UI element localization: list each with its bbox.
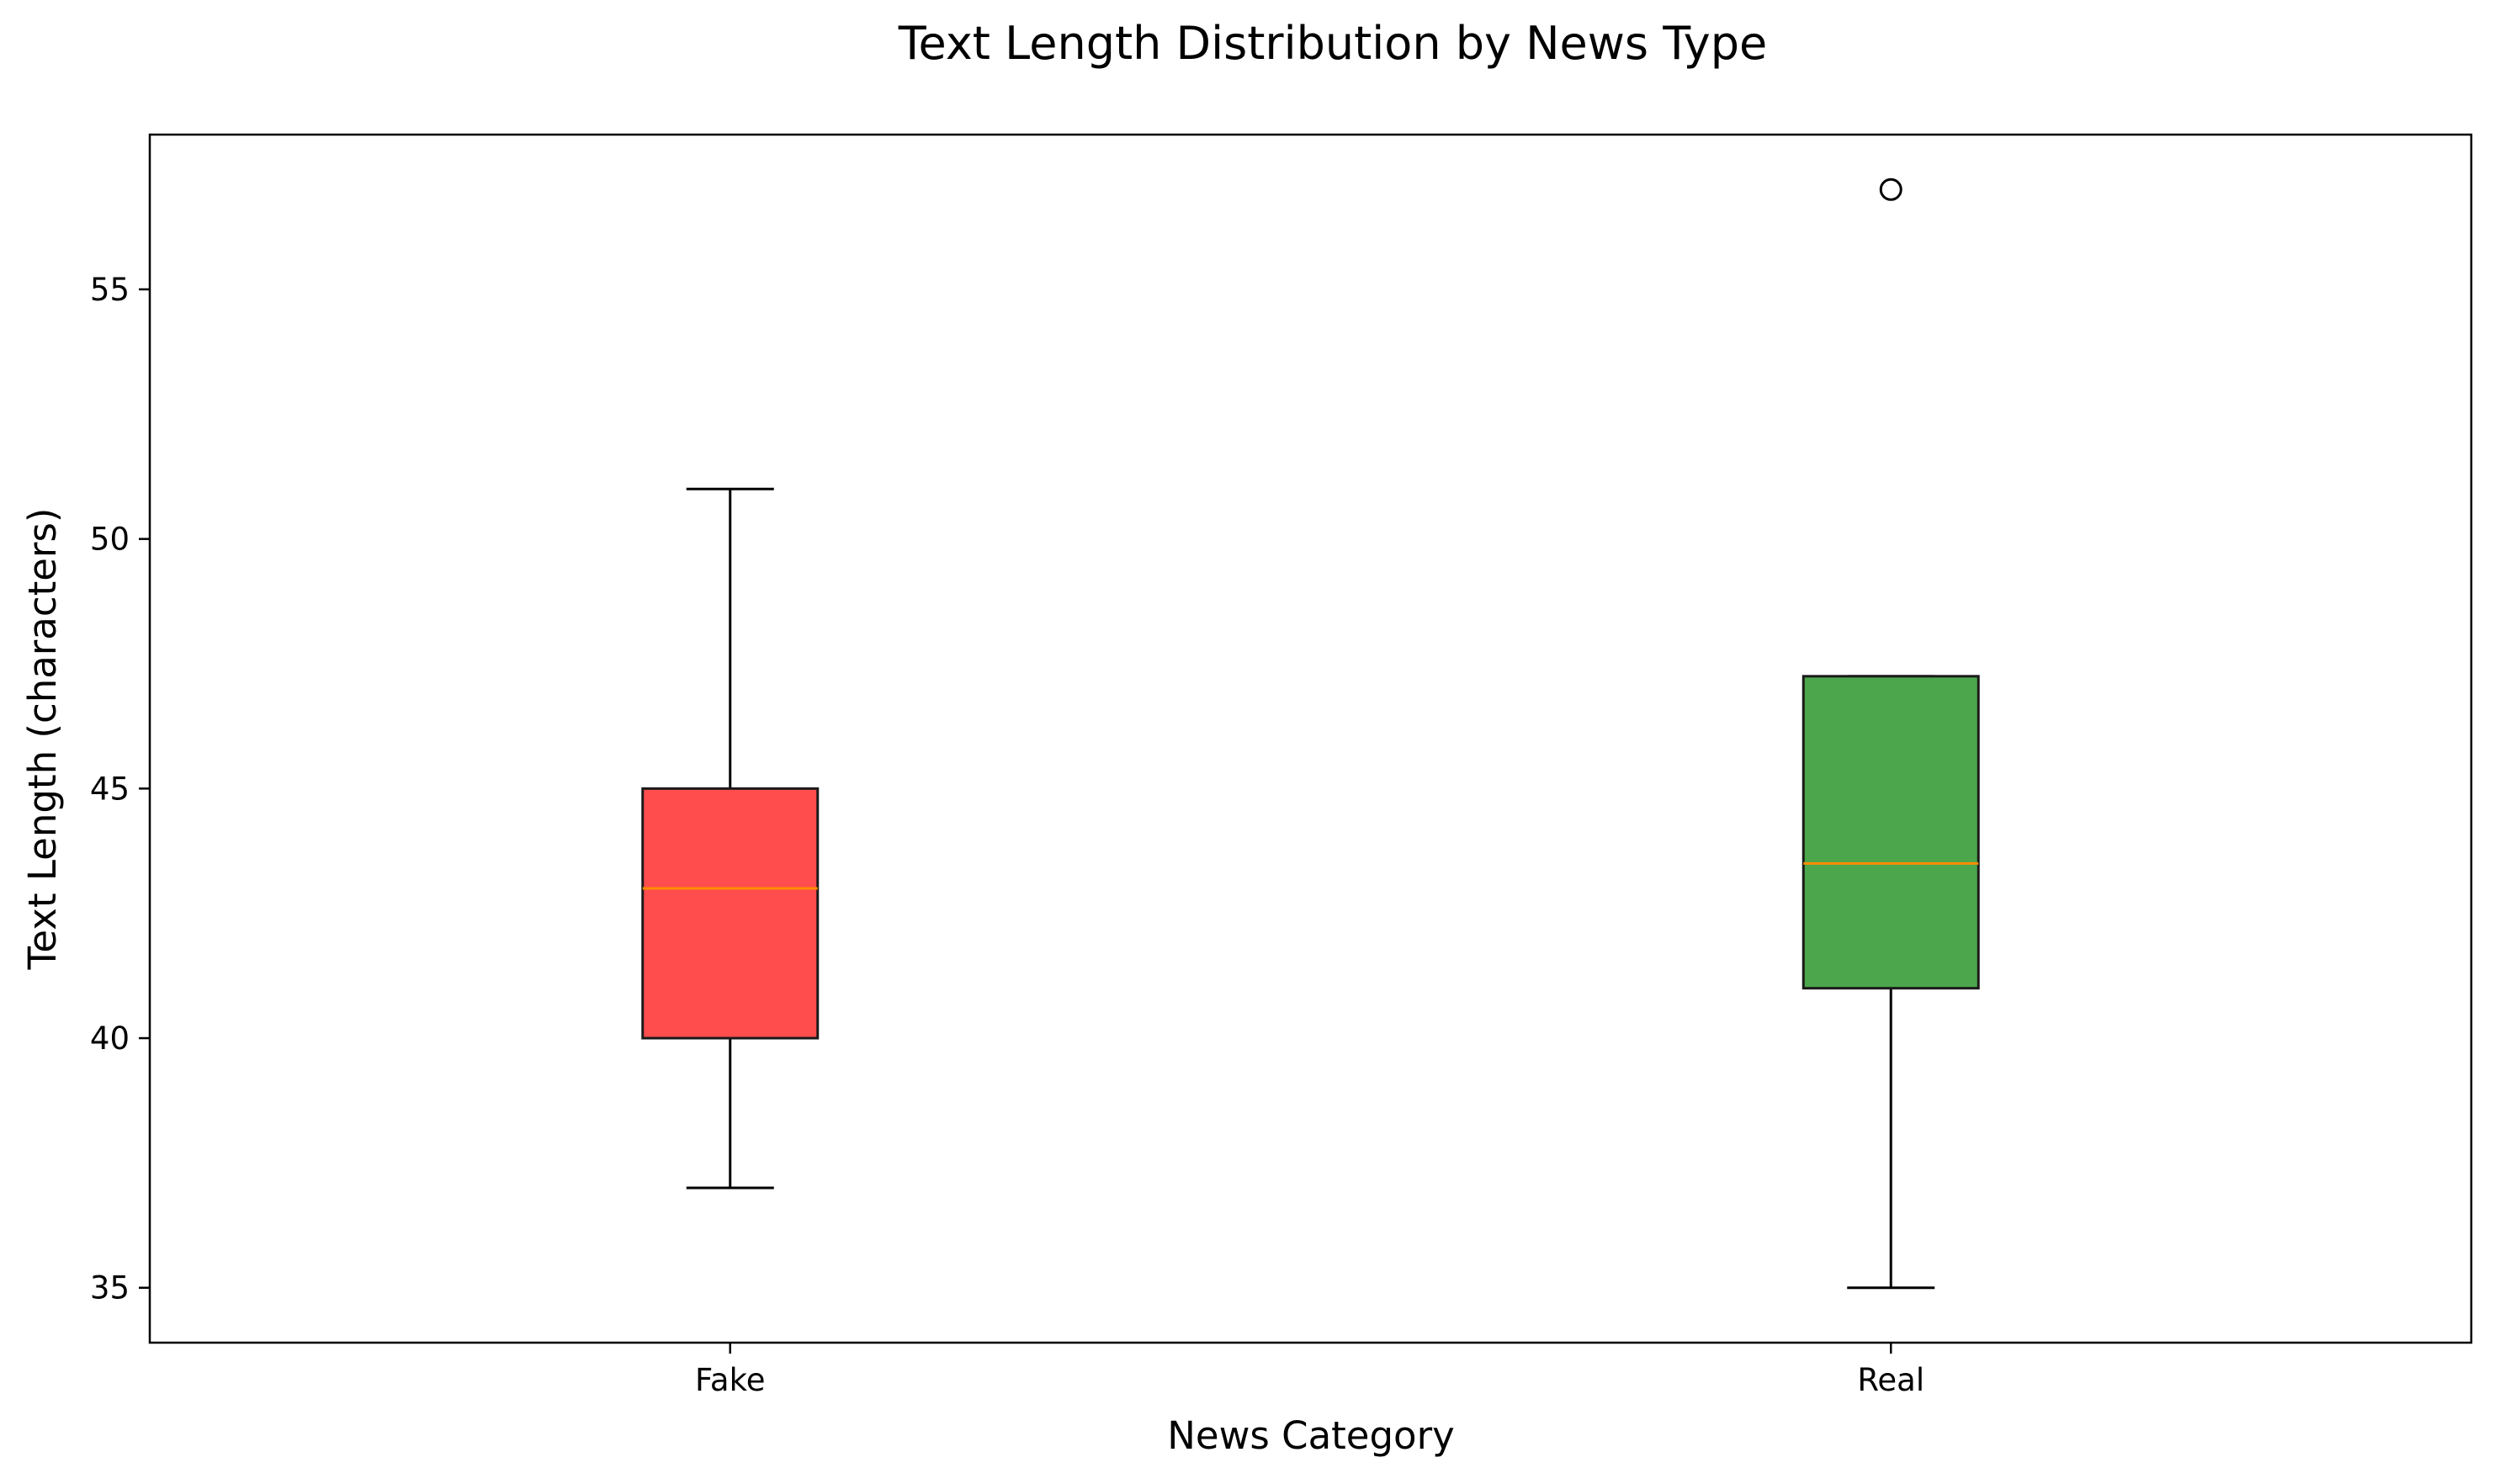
x-axis-label: News Category: [1167, 1413, 1454, 1458]
outlier-point: [1879, 178, 1902, 201]
x-tick-label: Fake: [695, 1362, 765, 1398]
y-tick-label: 35: [90, 1270, 130, 1306]
y-axis-label: Text Length (characters): [20, 508, 65, 971]
y-tick-label: 50: [90, 522, 130, 558]
chart-title: Text Length Distribution by News Type: [898, 17, 1768, 70]
y-tick-label: 55: [90, 272, 130, 308]
box-fake: [641, 487, 820, 1190]
y-axis: 35 40 45 50 55: [90, 272, 150, 1306]
box-real: [1802, 178, 1980, 1290]
x-axis: Fake Real: [695, 1343, 1924, 1398]
plot-area: [148, 133, 2473, 1344]
y-tick-label: 45: [90, 771, 130, 807]
interquartile-box: [1802, 675, 1980, 990]
box-series: [641, 178, 1980, 1290]
x-tick-label: Real: [1857, 1362, 1924, 1398]
y-tick-label: 40: [90, 1020, 130, 1057]
interquartile-box: [641, 787, 820, 1040]
chart-title-group: Text Length Distribution by News Type: [898, 17, 1768, 70]
